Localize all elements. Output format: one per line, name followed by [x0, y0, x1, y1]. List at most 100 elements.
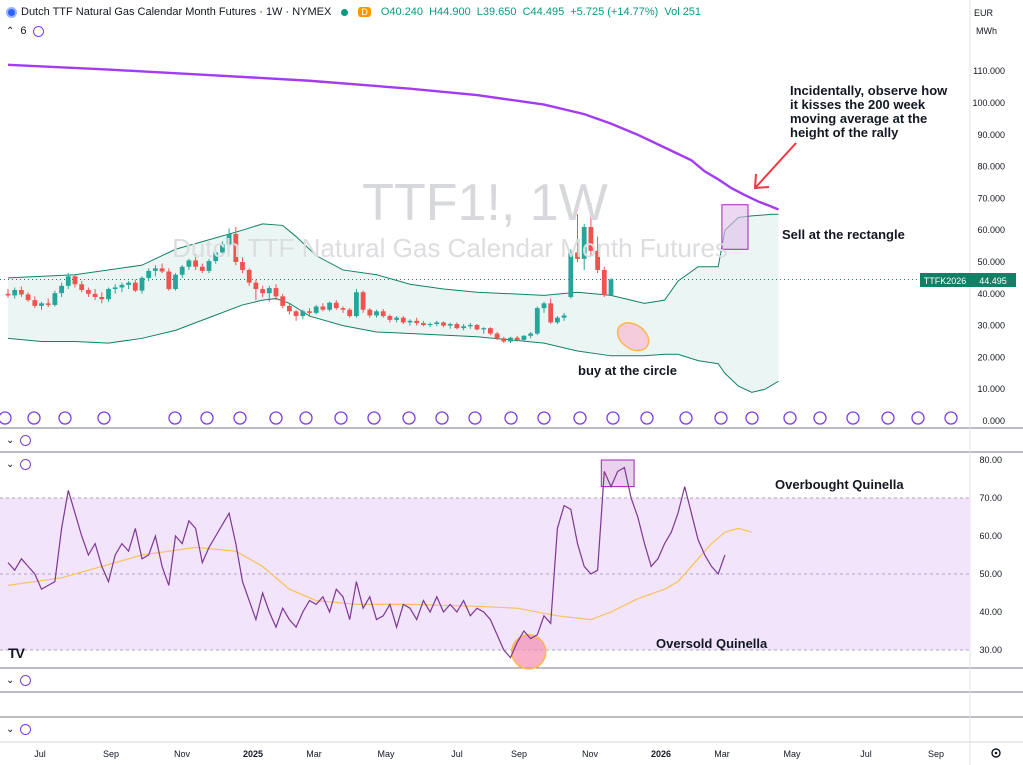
tradingview-logo[interactable]: TV [8, 645, 25, 661]
candle [280, 296, 286, 306]
rsi-line [7, 466, 726, 659]
price-tick-label: 20.000 [977, 352, 1005, 362]
collapse-icon[interactable]: ⌃ [6, 25, 15, 37]
event-marker-icon[interactable] [813, 411, 827, 425]
pane2-loop-icon[interactable] [20, 435, 32, 446]
pane2-collapse-icon[interactable]: ⌄ [6, 435, 15, 446]
candle [159, 268, 165, 272]
event-marker-icon[interactable] [846, 411, 860, 425]
open-value: O40.240 [380, 6, 424, 18]
candle [266, 288, 272, 294]
event-marker-icon[interactable] [233, 411, 247, 425]
time-tick-label: May [783, 749, 801, 759]
event-marker-icon[interactable] [606, 411, 620, 425]
pane4-loop-icon[interactable] [20, 675, 32, 686]
event-marker-icon[interactable] [168, 411, 182, 425]
loop-icon[interactable] [32, 25, 44, 37]
event-marker-icon[interactable] [435, 411, 449, 425]
chart-legend[interactable]: Dutch TTF Natural Gas Calendar Month Fut… [6, 6, 704, 18]
candle [193, 260, 198, 267]
candle [400, 317, 406, 323]
event-marker-icon[interactable] [881, 411, 895, 425]
rsi-tick-label: 40.00 [979, 607, 1002, 617]
pane2-controls[interactable]: ⌄ [6, 435, 32, 446]
indicator-controls[interactable]: ⌃ 6 [6, 25, 44, 37]
change-value: +5.725 (+14.77%) [570, 6, 659, 18]
candle [233, 234, 239, 262]
event-marker-icon[interactable] [27, 411, 41, 425]
annotation-top-note-4: height of the rally [790, 125, 899, 140]
pane5-controls[interactable]: ⌄ [6, 724, 32, 735]
annotation-sell-note: Sell at the rectangle [782, 227, 905, 242]
pane5-collapse-icon[interactable]: ⌄ [6, 724, 15, 735]
candle [333, 302, 339, 309]
event-marker-icon[interactable] [573, 411, 587, 425]
price-tick-label: 60.000 [977, 225, 1005, 235]
event-marker-icon[interactable] [269, 411, 283, 425]
event-marker-icon[interactable] [783, 411, 797, 425]
symbol-title[interactable]: Dutch TTF Natural Gas Calendar Month Fut… [21, 6, 332, 18]
event-marker-icon[interactable] [911, 411, 925, 425]
candle [467, 324, 473, 327]
candle [99, 296, 105, 300]
candle [327, 302, 332, 310]
event-marker-icon[interactable] [97, 411, 111, 425]
candle [166, 271, 172, 290]
price-tick-label: 30.000 [977, 321, 1005, 331]
pane4-controls[interactable]: ⌄ [6, 675, 32, 686]
event-marker-icon[interactable] [299, 411, 313, 425]
event-marker-icon[interactable] [504, 411, 518, 425]
candle [173, 274, 178, 290]
event-marker-icon[interactable] [468, 411, 482, 425]
rsi-loop-icon[interactable] [20, 459, 32, 470]
event-marker-icon[interactable] [0, 411, 12, 425]
price-tick-label: 0.000 [982, 416, 1005, 426]
pane5-loop-icon[interactable] [20, 724, 32, 735]
rsi-pane-controls[interactable]: ⌄ [6, 459, 32, 470]
candle [132, 282, 138, 291]
candle [79, 284, 85, 290]
candle [253, 282, 259, 290]
rsi-ma-line [7, 527, 752, 621]
time-tick-label: 2025 [243, 749, 263, 759]
event-marker-icon[interactable] [367, 411, 381, 425]
time-tick-label: Nov [582, 749, 599, 759]
currency-selector[interactable]: EUR [973, 8, 993, 18]
price-tick-label: 100.000 [972, 98, 1005, 108]
candle [434, 322, 440, 325]
candle [407, 320, 413, 323]
rsi-tick-label: 30.00 [979, 645, 1002, 655]
candle [454, 324, 460, 329]
event-marker-icon[interactable] [200, 411, 214, 425]
candle [588, 227, 594, 251]
event-marker-icon[interactable] [745, 411, 759, 425]
candle [555, 317, 560, 323]
event-marker-icon[interactable] [944, 411, 958, 425]
event-marker-icon[interactable] [402, 411, 416, 425]
candle [72, 276, 78, 285]
candle [45, 303, 51, 305]
candle [541, 303, 547, 309]
candle [139, 277, 145, 291]
price-tick-label: 90.000 [977, 130, 1005, 140]
buy-circle [616, 322, 650, 352]
upper-band-line [7, 213, 779, 304]
annotation-top-note-3: moving average at the [790, 111, 927, 126]
price-tick-label: 50.000 [977, 257, 1005, 267]
candle [246, 269, 252, 283]
event-marker-icon[interactable] [714, 411, 728, 425]
candle [240, 262, 245, 270]
pane4-collapse-icon[interactable]: ⌄ [6, 675, 15, 686]
event-marker-icon[interactable] [640, 411, 654, 425]
event-marker-icon[interactable] [334, 411, 348, 425]
event-marker-icon[interactable] [679, 411, 693, 425]
candle [575, 252, 580, 259]
candle [427, 324, 433, 326]
rsi-collapse-icon[interactable]: ⌄ [6, 459, 15, 470]
candle [340, 308, 346, 310]
event-marker-icon[interactable] [58, 411, 72, 425]
unit-selector[interactable]: MWh [976, 26, 997, 36]
event-marker-icon[interactable] [537, 411, 551, 425]
settings-gear-icon[interactable] [991, 748, 1001, 758]
